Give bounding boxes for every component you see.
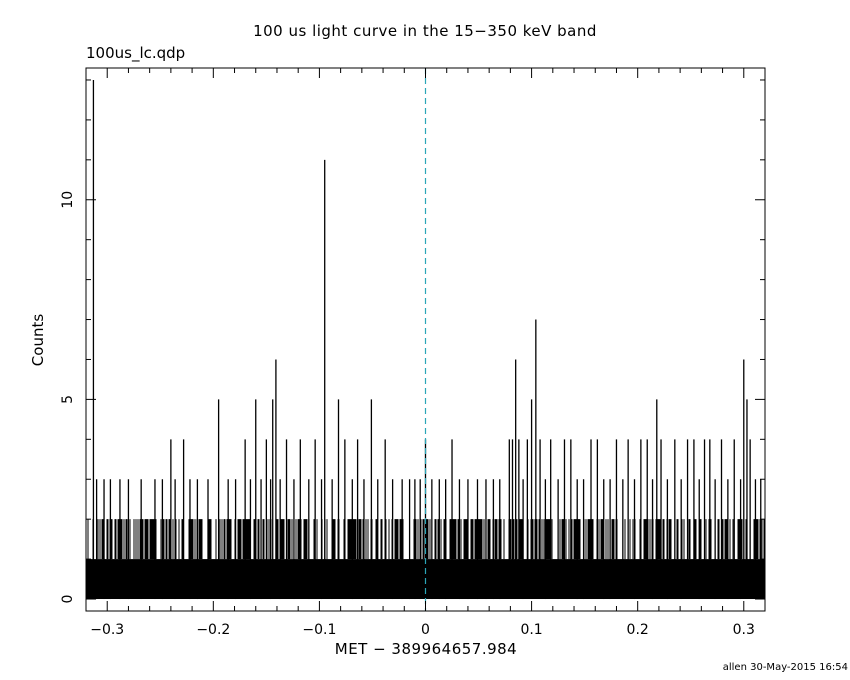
y-tick-label: 0 <box>60 595 76 604</box>
x-tick-label: 0.1 <box>520 622 542 638</box>
axis-layer: −0.3 −0.2 −0.1 0 0.1 0.2 0.3 0 5 10 <box>60 68 766 638</box>
x-tick-label: −0.1 <box>302 622 336 638</box>
count-spikes <box>92 79 762 600</box>
footer-credit: allen 30-May-2015 16:54 <box>722 662 848 673</box>
x-tick-label: −0.2 <box>196 622 230 638</box>
y-tick-label: 5 <box>60 395 76 404</box>
x-tick-label: 0.3 <box>733 622 755 638</box>
x-tick-label: −0.3 <box>90 622 124 638</box>
x-tick-label: 0.2 <box>627 622 649 638</box>
plot-frame <box>85 67 766 612</box>
x-tick-label: 0 <box>421 622 430 638</box>
y-tick-label: 10 <box>60 191 76 209</box>
plot-filename-label: 100us_lc.qdp <box>86 44 186 62</box>
chart-title: 100 us light curve in the 15−350 keV ban… <box>253 22 597 40</box>
x-axis-label: MET − 389964657.984 <box>334 640 518 658</box>
